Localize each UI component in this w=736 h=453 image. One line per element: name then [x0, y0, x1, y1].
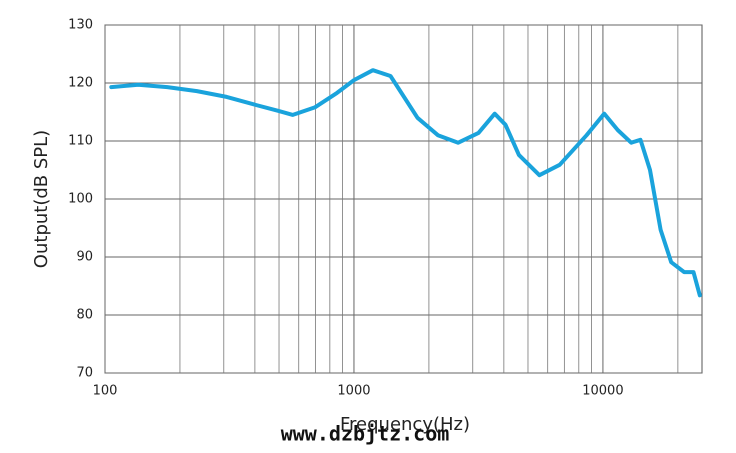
response-line	[109, 68, 702, 298]
y-tick-label: 130	[68, 18, 93, 33]
y-tick-label: 100	[68, 192, 93, 207]
y-tick-label: 110	[68, 134, 93, 149]
y-tick-label: 120	[68, 76, 93, 91]
watermark: www.dzbjtz.com	[281, 422, 450, 446]
x-tick-label: 100	[93, 384, 118, 399]
x-tick-label: 1000	[337, 384, 370, 399]
y-tick-label: 80	[76, 308, 93, 323]
y-axis-label: Output(dB SPL)	[31, 130, 52, 268]
y-tick-label: 90	[76, 250, 93, 265]
y-tick-label: 70	[76, 366, 93, 381]
x-tick-label: 10000	[582, 384, 623, 399]
x-axis-label: Frequency(Hz)	[340, 414, 470, 435]
